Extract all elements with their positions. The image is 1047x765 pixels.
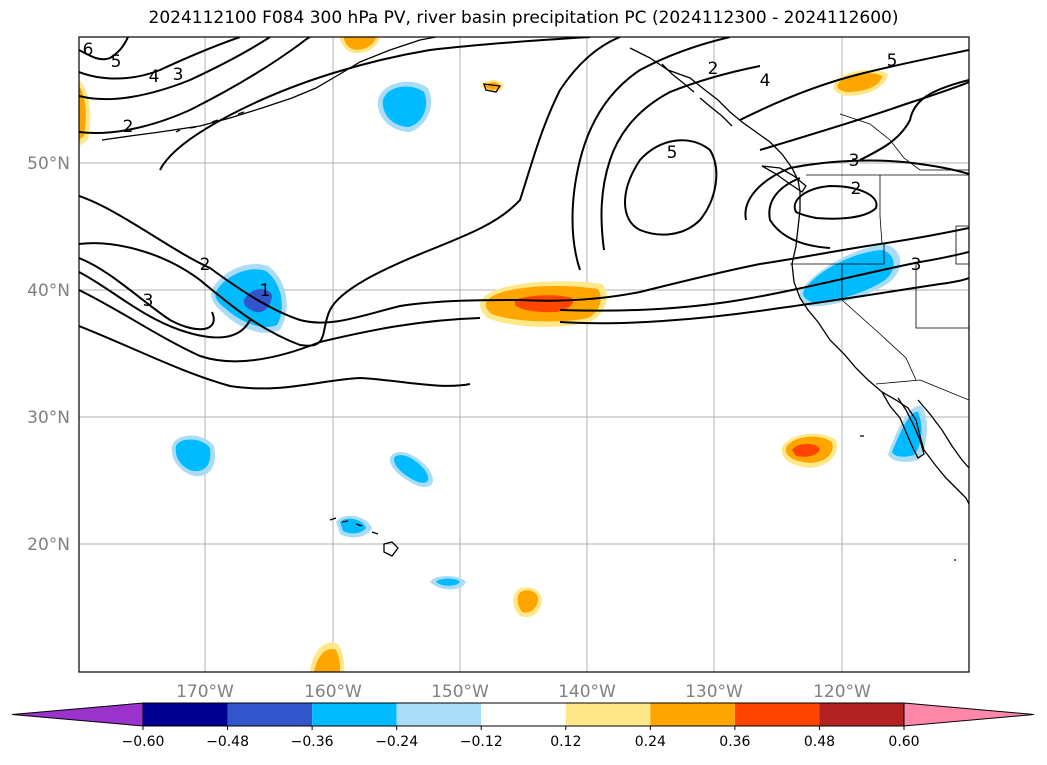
colorbar-ticks: −0.60 −0.48 −0.36 −0.24 −0.12 0.12 0.24 0.36 0.4… bbox=[122, 726, 920, 750]
contour-label-2-w: 2 bbox=[200, 255, 211, 275]
colorbar-tick-label: −0.60 bbox=[122, 734, 165, 750]
lon-label-130: 130°W bbox=[685, 682, 743, 702]
contour-label-5-closed: 5 bbox=[667, 143, 678, 163]
colorbar-bin bbox=[565, 703, 651, 726]
colorbar-tick-label: −0.48 bbox=[206, 734, 249, 750]
pv-contour-closed-5 bbox=[624, 139, 718, 236]
colorbar-tick-label: −0.36 bbox=[291, 734, 334, 750]
contour-label-5-ne: 5 bbox=[887, 51, 898, 71]
colorbar-bin bbox=[143, 703, 228, 726]
colorbar-tick-label: 0.12 bbox=[550, 734, 581, 750]
lat-label-50: 50°N bbox=[27, 154, 70, 174]
pv-contours bbox=[79, 37, 969, 390]
contour-label-3-nw: 3 bbox=[173, 65, 184, 85]
lat-labels: 50°N 40°N 30°N 20°N bbox=[27, 154, 70, 555]
contour-label-4-nw: 4 bbox=[149, 67, 160, 87]
pv-contour-nw bbox=[79, 37, 241, 80]
pv-contour-closed-2 bbox=[793, 184, 878, 220]
lon-label-140: 140°W bbox=[558, 682, 616, 702]
gridlines bbox=[79, 37, 969, 672]
lon-label-120: 120°W bbox=[813, 682, 871, 702]
lon-label-160: 160°W bbox=[304, 682, 362, 702]
lat-label-20: 20°N bbox=[27, 535, 70, 555]
contour-labels: 6 5 4 3 2 2 3 1 2 4 5 5 3 2 3 bbox=[83, 40, 922, 311]
contour-label-3-e: 3 bbox=[911, 255, 922, 275]
colorbar-bin bbox=[396, 703, 482, 726]
colorbar-bin bbox=[819, 703, 904, 726]
colorbar-tick-label: 0.36 bbox=[719, 734, 750, 750]
contour-label-5-nw: 5 bbox=[111, 52, 122, 72]
lat-label-30: 30°N bbox=[27, 408, 70, 428]
colorbar-bin bbox=[650, 703, 735, 726]
political-borders bbox=[790, 113, 969, 401]
colorbar-extend-min bbox=[11, 702, 144, 727]
lon-label-170: 170°W bbox=[176, 682, 234, 702]
precip-fill-shapes bbox=[79, 37, 927, 672]
colorbar-bin bbox=[227, 703, 313, 726]
lon-label-150: 150°W bbox=[431, 682, 489, 702]
map-title: 2024112100 F084 300 hPa PV, river basin … bbox=[148, 8, 899, 28]
colorbar-tick-label: −0.12 bbox=[460, 734, 503, 750]
contour-label-2-nw: 2 bbox=[123, 117, 134, 137]
coastlines bbox=[101, 37, 969, 561]
colorbar-tick-label: 0.48 bbox=[804, 734, 835, 750]
colorbar-tick-label: −0.24 bbox=[375, 734, 418, 750]
contour-label-2-bc: 2 bbox=[851, 179, 862, 199]
colorbar-bin bbox=[312, 703, 397, 726]
colorbar-outline bbox=[142, 702, 905, 727]
colorbar-tick-label: 0.24 bbox=[635, 734, 666, 750]
colorbar-extend-max bbox=[903, 702, 1035, 727]
map-frame bbox=[78, 36, 970, 673]
colorbar-bin bbox=[734, 703, 820, 726]
contour-label-4-ne: 4 bbox=[760, 71, 771, 91]
contour-label-1-w: 1 bbox=[260, 281, 271, 301]
pv-contour-main-jet bbox=[79, 195, 969, 324]
contour-label-3-bc: 3 bbox=[849, 151, 860, 171]
pv-contour-3-west bbox=[79, 257, 215, 331]
pv-contour-2-west bbox=[79, 242, 331, 347]
colorbar-tick-label: 0.60 bbox=[888, 734, 919, 750]
pv-contour-1-west bbox=[79, 289, 481, 363]
lat-label-40: 40°N bbox=[27, 281, 70, 301]
colorbar-bin bbox=[481, 703, 566, 726]
colorbar bbox=[11, 702, 1035, 727]
contour-label-6: 6 bbox=[83, 40, 94, 60]
contour-label-2-ne: 2 bbox=[708, 59, 719, 79]
contour-label-3-w: 3 bbox=[143, 291, 154, 311]
lon-labels: 170°W 160°W 150°W 140°W 130°W 120°W bbox=[176, 682, 871, 702]
